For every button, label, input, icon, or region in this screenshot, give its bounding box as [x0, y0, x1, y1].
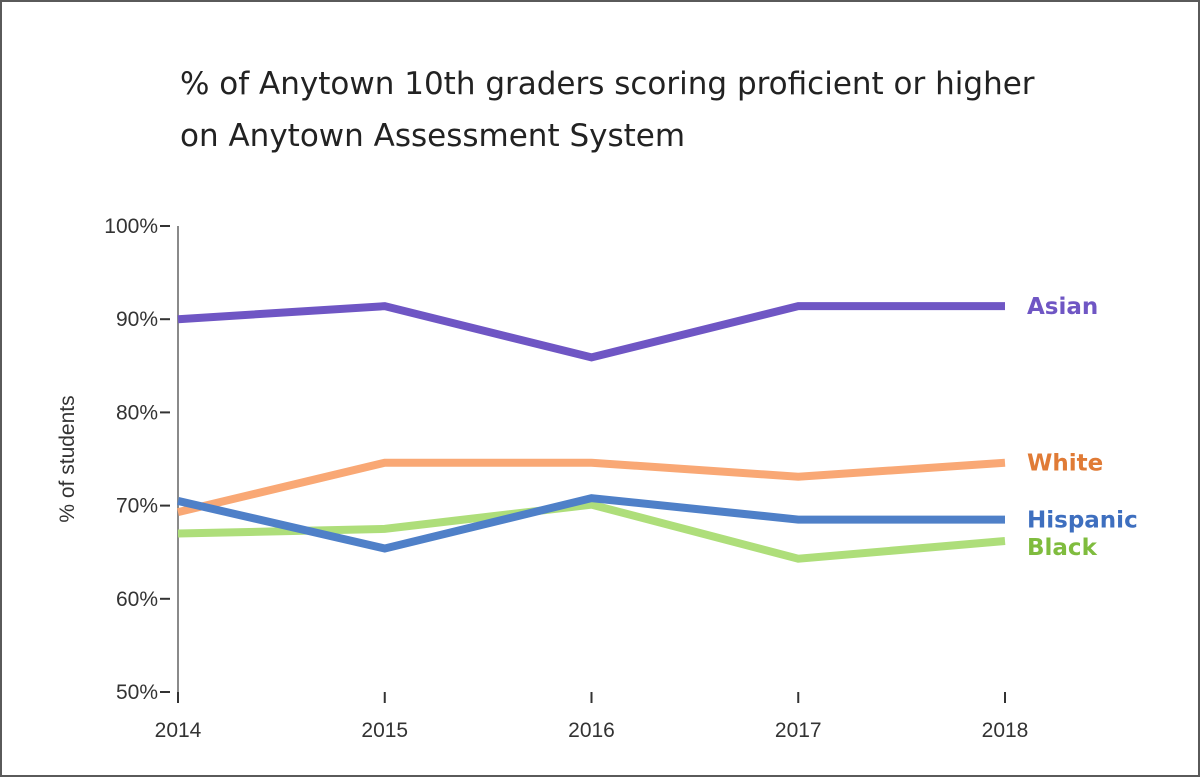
x-tick-label: 2017	[775, 719, 822, 742]
series-label-white: White	[1027, 451, 1103, 477]
y-axis-label: % of students	[56, 395, 79, 522]
axes: 50% 60% 70% 80% 90% 100% 2014 2015 2016 2017 2018%…	[56, 215, 1028, 742]
y-tick-label: 80%	[116, 401, 158, 424]
series-line-asian	[177, 302, 1005, 362]
series-line-white	[177, 458, 1006, 517]
y-tick-label: 60%	[116, 588, 158, 611]
y-tick-label: 90%	[116, 308, 158, 331]
series-line-hispanic	[177, 494, 1005, 553]
chart-title: % of Anytown 10th graders scoring profic…	[180, 66, 1035, 154]
series-lines	[177, 302, 1006, 563]
y-tick-label: 70%	[116, 495, 158, 518]
y-tick-label: 100%	[104, 215, 158, 238]
series-label-black: Black	[1027, 535, 1098, 561]
x-tick-label: 2018	[982, 719, 1029, 742]
series-label-hispanic: Hispanic	[1027, 508, 1138, 534]
y-tick-label: 50%	[116, 681, 158, 704]
x-tick-label: 2016	[568, 719, 615, 742]
x-tick-label: 2015	[361, 719, 408, 742]
series-label-asian: Asian	[1027, 294, 1098, 320]
x-tick-label: 2014	[155, 719, 202, 742]
